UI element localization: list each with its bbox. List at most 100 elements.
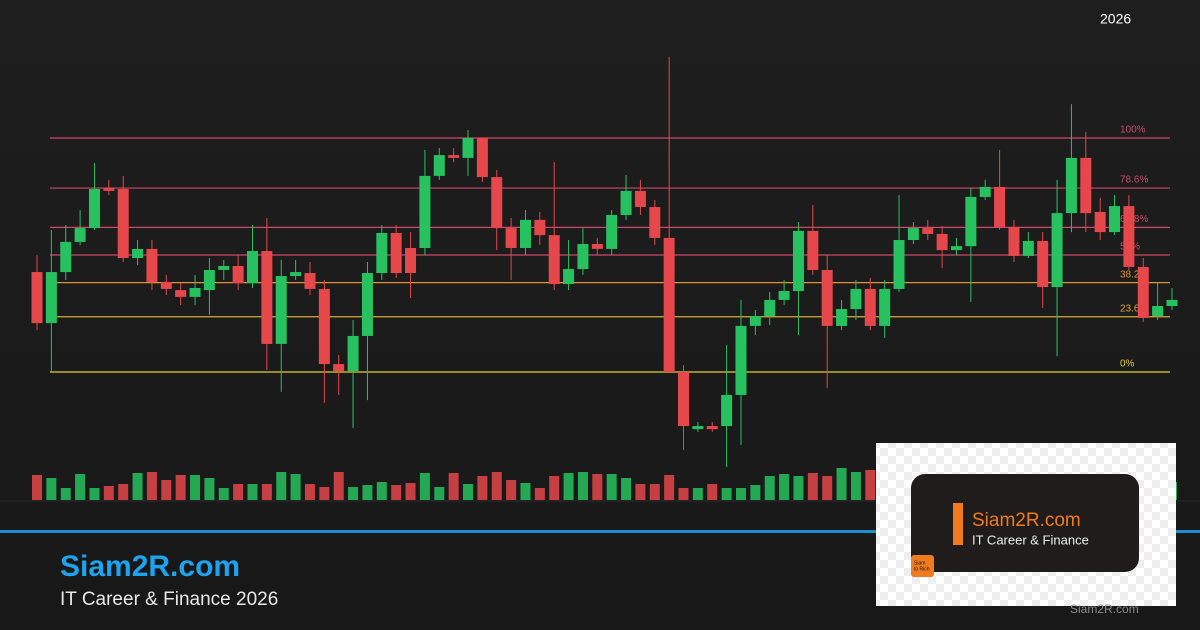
volume-bar [793, 476, 804, 500]
volume-bar [549, 476, 560, 500]
candle-body [965, 196, 977, 247]
candle-body [893, 240, 905, 289]
candle-body [419, 175, 431, 248]
volume-bar [807, 473, 818, 500]
candle-body [620, 190, 632, 215]
candle-body [821, 269, 833, 326]
candle-body [333, 364, 345, 372]
volume-bar [233, 484, 244, 500]
volume-bar [261, 484, 272, 500]
volume-bar [822, 476, 833, 500]
volume-bar [60, 488, 71, 500]
candle-body [534, 219, 546, 236]
volume-bar [247, 484, 258, 500]
logo-badge [911, 555, 934, 577]
candle-body [203, 269, 215, 291]
candle-body [1123, 206, 1135, 267]
candle-body [347, 335, 359, 372]
candle-body [160, 281, 172, 289]
footer-title: Siam2R.com [60, 550, 240, 583]
candle-body [979, 186, 991, 197]
candle-body [74, 228, 86, 242]
candle-body [117, 189, 129, 259]
candle-body [1065, 157, 1077, 214]
level-label: 38.2% [1120, 269, 1148, 280]
candle-body [950, 246, 962, 251]
volume-bar [735, 488, 746, 500]
candle-body [864, 288, 876, 326]
volume-bar [592, 474, 603, 500]
candle-body [994, 186, 1006, 227]
candle-body [678, 372, 690, 427]
volume-bar [391, 485, 402, 500]
candle-body [850, 288, 862, 310]
candle-body [778, 291, 790, 300]
volume-bar [175, 475, 186, 500]
candle-body [261, 251, 273, 344]
candle-body [448, 155, 460, 158]
volume-bar [534, 488, 545, 500]
volume-bar [850, 472, 861, 500]
level-label: 23.6% [1120, 303, 1148, 314]
candle-body [433, 155, 445, 176]
volume-bar [635, 484, 646, 500]
volume-bar [707, 484, 718, 500]
volume-bar [419, 473, 430, 500]
volume-bar [204, 478, 215, 500]
candle-body [591, 244, 603, 249]
candle-body [735, 325, 747, 395]
candle-body [88, 189, 100, 229]
candle-body [692, 426, 704, 430]
volume-bar [362, 485, 373, 500]
badge-line: Siam [914, 560, 925, 566]
candle-body [606, 214, 618, 249]
volume-bar [621, 478, 632, 500]
candle-body [907, 228, 919, 241]
badge-line: to Rich [914, 566, 930, 572]
volume-bar [491, 472, 502, 500]
volume-bar [506, 480, 517, 500]
candle-body [1094, 211, 1106, 233]
volume-bar [333, 472, 344, 500]
candle-body [132, 248, 144, 259]
volume-bar [190, 475, 201, 500]
candle-body [361, 273, 373, 336]
candle-body [175, 290, 187, 297]
candle-body [290, 272, 302, 277]
candle-body [936, 233, 948, 251]
candle-body [45, 272, 57, 324]
candle-body [491, 177, 503, 229]
volume-bar [836, 468, 847, 500]
candle-body [146, 248, 158, 282]
volume-bar [577, 472, 588, 500]
candle-body [1037, 240, 1049, 288]
candle-body [1022, 240, 1034, 256]
volume-bar [118, 484, 129, 500]
candle-body [218, 265, 230, 270]
volume-bar [520, 483, 531, 500]
candle-body [548, 235, 560, 285]
volume-bar [463, 484, 474, 500]
volume-bar [132, 473, 143, 500]
candle-body [318, 288, 330, 365]
volume-bar [477, 476, 488, 500]
candle-body [807, 230, 819, 270]
logo-subtitle: IT Career & Finance [972, 532, 1089, 547]
logo: Siam2R.com IT Career & Finance Siam to R… [876, 443, 1176, 606]
volume-bar [405, 483, 416, 500]
candle-body [405, 247, 417, 274]
logo-bar [953, 503, 963, 545]
candle-body [1051, 213, 1063, 288]
volume-bar [290, 474, 301, 500]
volume-bar [103, 486, 114, 500]
volume-bar [304, 484, 315, 500]
level-label: 78.6% [1120, 175, 1148, 186]
volume-bar [649, 484, 660, 500]
candle-body [649, 207, 661, 238]
volume-bar [606, 474, 617, 500]
volume-bar [664, 475, 675, 500]
candle-body [232, 265, 244, 284]
candle-body [836, 309, 848, 326]
volume-bar [865, 470, 876, 500]
